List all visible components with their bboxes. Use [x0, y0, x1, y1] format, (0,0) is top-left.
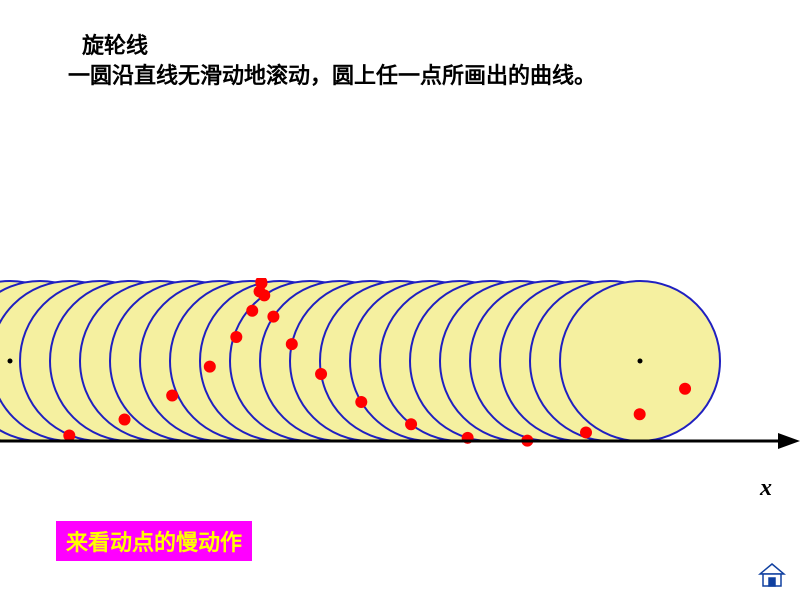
page-subtitle: 一圆沿直线无滑动地滚动，圆上任一点所画出的曲线。	[68, 58, 596, 90]
page-title: 旋轮线	[82, 28, 148, 60]
cycloid-diagram	[0, 278, 800, 498]
slow-motion-link[interactable]: 来看动点的慢动作	[56, 521, 252, 561]
x-axis-label: x	[760, 475, 772, 502]
home-icon[interactable]	[758, 562, 786, 588]
